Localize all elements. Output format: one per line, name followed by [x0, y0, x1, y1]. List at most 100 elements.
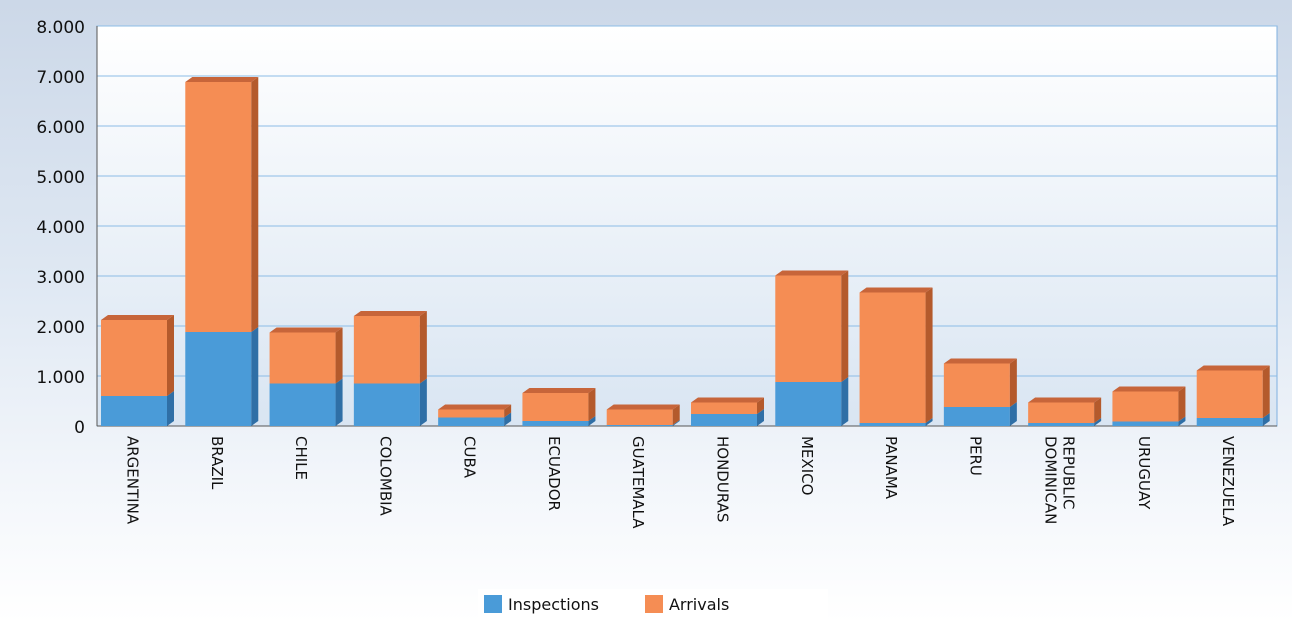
bar-inspections — [101, 396, 167, 426]
x-tick-label: COLOMBIA — [376, 436, 394, 517]
y-tick-label: 4.000 — [36, 218, 85, 238]
bar-top — [859, 287, 933, 293]
y-tick-label: 5.000 — [36, 168, 85, 188]
bar-arrivals — [1028, 402, 1095, 423]
bar-top — [353, 311, 427, 316]
bar-side — [841, 377, 849, 426]
bar-side — [504, 404, 512, 418]
x-tick-label: PANAMA — [882, 436, 900, 500]
x-tick-label: URUGUAY — [1135, 436, 1153, 510]
bar-side — [419, 311, 427, 384]
bar-inspections — [775, 382, 842, 426]
bar-arrivals — [606, 409, 673, 425]
bar-arrivals — [269, 332, 336, 384]
legend-swatch-arrivals — [644, 595, 663, 613]
bar-side — [1178, 416, 1186, 426]
bar-side — [757, 397, 764, 414]
bar-inspections — [859, 423, 926, 426]
bar-side — [335, 327, 343, 384]
bar-side — [251, 327, 259, 426]
bar-side — [167, 315, 174, 396]
x-tick-label: MEXICO — [798, 436, 816, 495]
bar-arrivals — [943, 363, 1010, 407]
bar-top — [691, 397, 764, 403]
bar-side — [672, 420, 680, 426]
y-tick-label: 0 — [74, 418, 85, 438]
bars — [101, 77, 1270, 426]
bar-top — [185, 77, 259, 82]
bar-arrivals — [101, 320, 167, 396]
bar-side — [1094, 397, 1102, 423]
bar-side — [1262, 365, 1270, 418]
y-tick-label: 2.000 — [36, 318, 85, 338]
bar-arrivals — [185, 82, 252, 332]
bar-side — [335, 378, 343, 426]
bar-top — [1112, 386, 1186, 392]
bar-arrivals — [522, 393, 589, 421]
bar-inspections — [522, 421, 589, 426]
x-tick-label: GUATEMALA — [629, 436, 647, 529]
bar-top — [1196, 365, 1270, 371]
bar-top — [101, 315, 174, 320]
bar-side — [1009, 358, 1017, 407]
bar-side — [1262, 413, 1270, 426]
x-tick-label: PERU — [966, 436, 984, 476]
x-tick-label: CHILE — [292, 436, 310, 480]
bar-inspections — [438, 417, 505, 426]
bar-inspections — [269, 383, 336, 426]
bar-side — [588, 388, 596, 421]
bar-top — [775, 270, 849, 276]
bar-inspections — [943, 407, 1010, 426]
y-tick-label: 6.000 — [36, 118, 85, 138]
y-tick-label: 1.000 — [36, 368, 85, 388]
bar-inspections — [1196, 418, 1263, 426]
bar-arrivals — [1112, 391, 1179, 422]
bar-arrivals — [691, 402, 757, 414]
bar-arrivals — [353, 316, 420, 384]
legend-swatch-inspections — [484, 595, 502, 613]
bar-arrivals — [859, 292, 926, 423]
bar-side — [588, 416, 596, 426]
bar-top — [522, 388, 596, 393]
y-tick-label: 7.000 — [36, 68, 85, 88]
bar-inspections — [1028, 423, 1095, 426]
x-tick-label: HONDURAS — [714, 436, 732, 522]
y-tick-label: 3.000 — [36, 268, 85, 288]
bar-side — [925, 287, 933, 423]
bar-side — [504, 412, 512, 426]
bar-top — [269, 327, 343, 333]
bar-top — [438, 404, 512, 410]
bar-side — [925, 418, 933, 426]
bar-arrivals — [775, 275, 842, 382]
bar-arrivals — [438, 409, 505, 418]
bar-side — [419, 378, 427, 426]
bar-inspections — [691, 414, 757, 426]
bar-top — [943, 358, 1017, 364]
bar-inspections — [606, 425, 673, 426]
bar-top — [1028, 397, 1102, 403]
y-tick-label: 8.000 — [36, 18, 85, 38]
bar-side — [672, 404, 680, 425]
legend-label-arrivals: Arrivals — [668, 594, 730, 614]
legend-item-inspections: Inspections — [484, 595, 599, 614]
bar-side — [251, 77, 259, 332]
x-axis-labels: ARGENTINA BRAZIL CHILE COLOMBIA CUBA ECUADOR G… — [124, 436, 1238, 529]
x-tick-label: BRAZIL — [208, 436, 226, 490]
bar-side — [167, 391, 174, 426]
bar-top — [606, 404, 680, 410]
legend-item-arrivals: Arrivals — [644, 594, 730, 614]
bar-inspections — [185, 332, 252, 426]
bar-side — [841, 270, 849, 382]
x-tick-label: REPUBLIC — [1060, 436, 1078, 509]
bar-inspections — [1112, 421, 1179, 426]
bar-side — [1009, 402, 1017, 426]
bar-arrivals — [1196, 370, 1263, 418]
x-tick-label: ARGENTINA — [124, 436, 142, 525]
x-tick-label: VENEZUELA — [1219, 436, 1237, 527]
x-tick-label: DOMINICAN — [1042, 436, 1060, 524]
x-tick-label: ECUADOR — [545, 436, 563, 511]
legend: Inspections Arrivals — [478, 589, 828, 619]
bar-inspections — [353, 383, 420, 426]
bar-side — [1094, 418, 1102, 426]
